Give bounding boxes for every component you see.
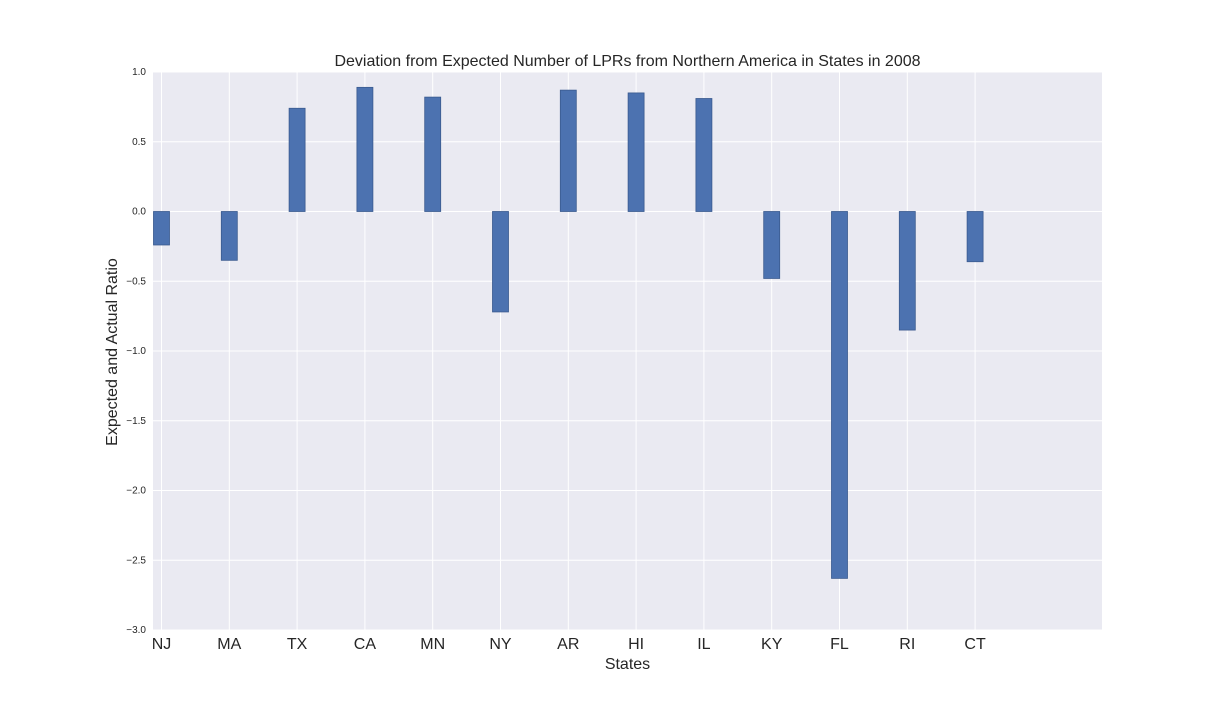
y-tick-labels: 1.0 0.5 0.0 −0.5 −1.0 −1.5 −2.0 −2.5 −3.0 — [126, 67, 146, 636]
bars — [153, 86, 984, 579]
bar-ri — [898, 211, 916, 331]
x-tick-label: MN — [420, 636, 445, 653]
bar-ky — [763, 211, 781, 279]
x-tick-label: FL — [830, 636, 849, 653]
x-tick-label: NY — [489, 636, 512, 653]
bar-nj — [153, 211, 170, 246]
x-tick-label: CA — [354, 636, 377, 653]
bar-ny — [492, 211, 509, 313]
y-axis-label: Expected and Actual Ratio — [104, 258, 121, 446]
y-tick-label: 0.0 — [132, 207, 146, 218]
bar-tx — [288, 107, 306, 212]
bar-ar — [559, 89, 577, 212]
bar-il — [695, 98, 713, 212]
x-tick-label: MA — [217, 636, 241, 653]
y-tick-label: −2.5 — [126, 555, 146, 566]
y-tick-label: −0.5 — [126, 276, 146, 287]
x-tick-label: RI — [899, 636, 915, 653]
bar-hi — [627, 92, 645, 212]
bar-ca — [356, 86, 374, 212]
y-tick-label: −1.0 — [126, 346, 146, 357]
x-tick-label: TX — [287, 636, 308, 653]
x-tick-label: AR — [557, 636, 579, 653]
y-tick-label: −1.5 — [126, 416, 146, 427]
y-tick-label: 0.5 — [132, 137, 146, 148]
x-tick-label: CT — [964, 636, 986, 653]
y-tick-label: 1.0 — [132, 67, 146, 78]
x-tick-label: HI — [628, 636, 644, 653]
y-tick-label: −2.0 — [126, 486, 146, 497]
y-tick-label: −3.0 — [126, 625, 146, 636]
x-tick-label: IL — [697, 636, 710, 653]
bar-mn — [424, 96, 442, 212]
x-axis-label: States — [605, 656, 650, 673]
x-tick-labels: NJ MA TX CA MN NY AR HI IL KY FL RI CT — [152, 636, 986, 653]
bar-ct — [966, 211, 984, 263]
x-tick-label: KY — [761, 636, 783, 653]
bar-ma — [220, 211, 238, 261]
bar-fl — [831, 211, 848, 579]
x-tick-label: NJ — [152, 636, 172, 653]
chart-title: Deviation from Expected Number of LPRs f… — [334, 53, 920, 70]
